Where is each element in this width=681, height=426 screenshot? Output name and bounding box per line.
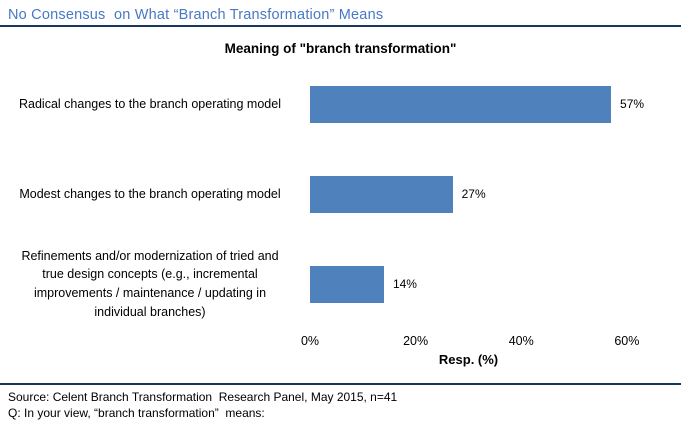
- chart-row: Radical changes to the branch operating …: [0, 59, 681, 149]
- bar: [310, 175, 453, 213]
- data-label: 57%: [620, 97, 645, 111]
- x-axis-tick-label: 60%: [614, 334, 640, 348]
- slide-footer: Source: Celent Branch Transformation Res…: [0, 382, 681, 426]
- chart-title: Meaning of "branch transformation": [224, 41, 457, 56]
- x-axis-tick-label: 0%: [300, 334, 320, 348]
- category-label: Refinements and/or modernization of trie…: [21, 248, 279, 319]
- chart-row: Modest changes to the branch operating m…: [0, 149, 681, 239]
- chart-plot-area: Radical changes to the branch operating …: [0, 59, 681, 329]
- bar-track: 14%: [310, 265, 648, 303]
- source-note: Source: Celent Branch Transformation Res…: [8, 389, 398, 404]
- bar-track: 27%: [310, 175, 648, 213]
- x-axis-title: Resp. (%): [438, 352, 499, 367]
- slide-header: No Consensus on What “Branch Transformat…: [0, 0, 681, 27]
- slide-title: No Consensus on What “Branch Transformat…: [8, 7, 384, 23]
- bar-track: 57%: [310, 85, 648, 123]
- category-label: Radical changes to the branch operating …: [19, 96, 281, 111]
- bar: [310, 265, 384, 303]
- category-label: Modest changes to the branch operating m…: [19, 186, 281, 201]
- x-axis-tick-label: 40%: [508, 334, 534, 348]
- question-note: Q: In your view, “branch transformation”…: [8, 405, 265, 420]
- x-axis-tick-label: 20%: [403, 334, 429, 348]
- data-label: 27%: [461, 187, 486, 201]
- bar: [310, 85, 612, 123]
- data-label: 14%: [392, 277, 417, 291]
- bar-chart: Meaning of "branch transformation" Radic…: [0, 41, 681, 370]
- x-axis: 0% 20% 40% 60% Resp. (%): [301, 334, 648, 370]
- x-axis-ticks: 0% 20% 40% 60%: [301, 334, 648, 350]
- chart-row: Refinements and/or modernization of trie…: [0, 239, 681, 329]
